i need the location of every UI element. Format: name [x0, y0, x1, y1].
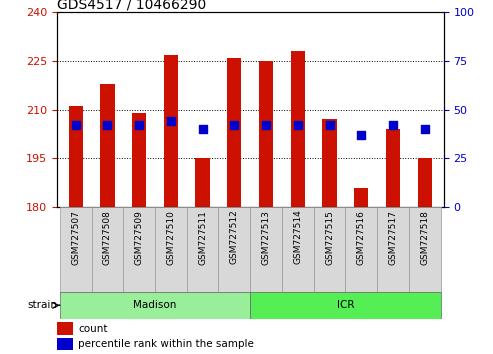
Text: GSM727513: GSM727513 [262, 210, 271, 264]
Bar [377, 207, 409, 292]
Point [325, 122, 333, 128]
Bar [409, 207, 441, 292]
Text: GSM727515: GSM727515 [325, 210, 334, 264]
Point [104, 122, 111, 128]
Bar [132, 113, 146, 207]
Bar [92, 207, 123, 292]
Bar [250, 207, 282, 292]
Bar [227, 58, 242, 207]
Bar [100, 84, 114, 207]
Text: GSM727512: GSM727512 [230, 210, 239, 264]
Point [262, 122, 270, 128]
Bar [346, 207, 377, 292]
Bar [259, 61, 273, 207]
Point [294, 122, 302, 128]
Text: GSM727517: GSM727517 [388, 210, 397, 264]
Bar [57, 322, 73, 335]
Bar [60, 292, 250, 319]
Point [135, 122, 143, 128]
Text: GSM727514: GSM727514 [293, 210, 302, 264]
Bar [123, 207, 155, 292]
Point [230, 122, 238, 128]
Text: ICR: ICR [337, 300, 354, 310]
Bar [282, 207, 314, 292]
Text: GSM727511: GSM727511 [198, 210, 207, 264]
Bar [322, 120, 337, 207]
Text: GSM727507: GSM727507 [71, 210, 80, 264]
Bar [187, 207, 218, 292]
Bar [155, 207, 187, 292]
Bar [196, 159, 210, 207]
Bar [291, 51, 305, 207]
Text: GSM727509: GSM727509 [135, 210, 143, 264]
Bar [218, 207, 250, 292]
Point [167, 119, 175, 124]
Point [421, 126, 428, 132]
Point [199, 126, 207, 132]
Point [72, 122, 80, 128]
Text: count: count [78, 324, 108, 333]
Bar [164, 55, 178, 207]
Text: GSM727516: GSM727516 [357, 210, 366, 264]
Text: percentile rank within the sample: percentile rank within the sample [78, 339, 254, 349]
Bar [354, 188, 368, 207]
Bar [60, 207, 92, 292]
Text: GDS4517 / 10466290: GDS4517 / 10466290 [57, 0, 206, 11]
Bar [250, 292, 441, 319]
Text: GSM727508: GSM727508 [103, 210, 112, 264]
Bar [418, 159, 432, 207]
Text: strain: strain [27, 300, 57, 310]
Bar [386, 129, 400, 207]
Bar [57, 338, 73, 350]
Point [389, 122, 397, 128]
Bar [69, 107, 83, 207]
Point [357, 132, 365, 138]
Text: GSM727518: GSM727518 [420, 210, 429, 264]
Bar [314, 207, 346, 292]
Text: GSM727510: GSM727510 [167, 210, 176, 264]
Text: Madison: Madison [133, 300, 176, 310]
